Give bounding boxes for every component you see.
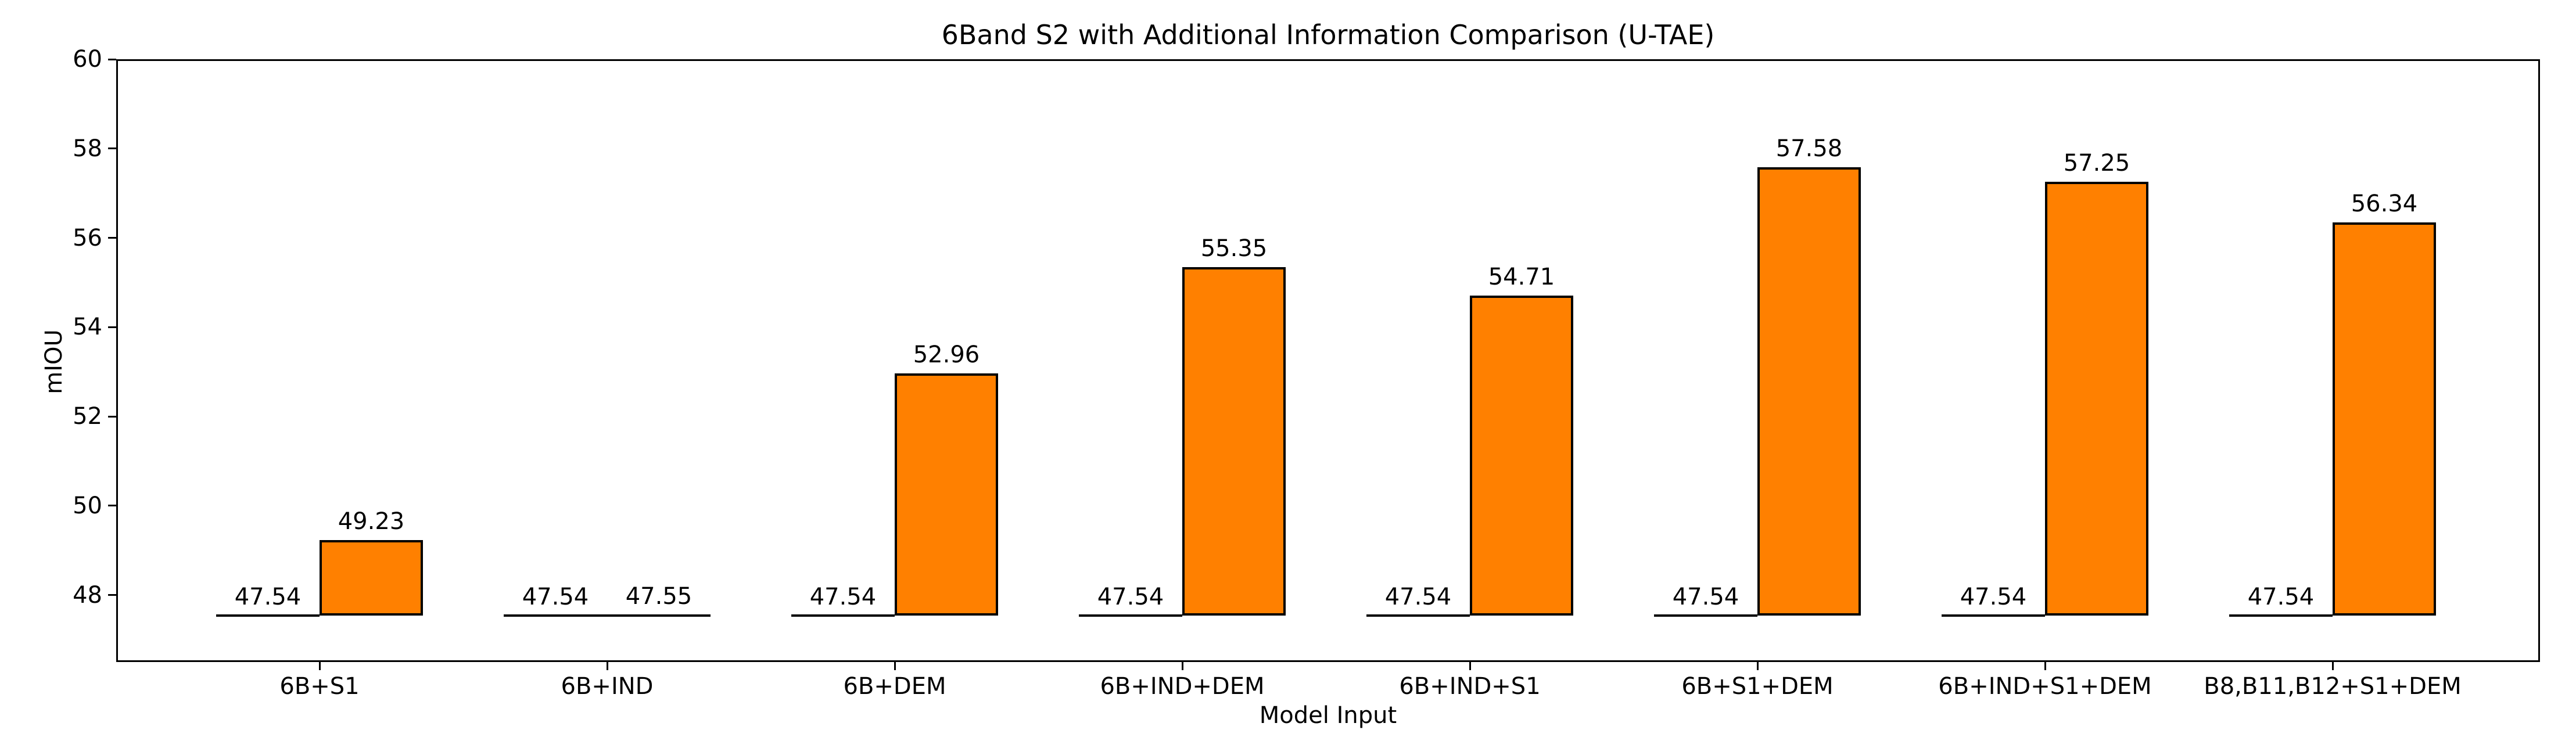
value-bar — [2333, 222, 2436, 616]
value-bar — [607, 614, 711, 617]
y-tick — [108, 237, 116, 239]
baseline-bar — [791, 614, 895, 617]
y-tick — [108, 505, 116, 507]
x-tick-label: 6B+S1 — [279, 673, 360, 700]
baseline-bar — [1654, 614, 1757, 617]
x-tick-label: 6B+IND — [561, 673, 654, 700]
baseline-bar — [504, 614, 607, 617]
baseline-bar — [2229, 614, 2333, 617]
bar-value-label: 47.55 — [625, 583, 693, 610]
x-tick — [318, 662, 321, 670]
baseline-bar — [216, 614, 320, 617]
baseline-bar — [1079, 614, 1182, 617]
bar-value-label: 54.71 — [1488, 263, 1555, 290]
y-tick — [108, 594, 116, 596]
y-tick-label: 50 — [73, 492, 102, 519]
y-tick-label: 52 — [73, 403, 102, 430]
bar-value-label: 57.58 — [1775, 135, 1843, 163]
baseline-value-label: 47.54 — [809, 584, 877, 611]
y-tick-label: 54 — [73, 314, 102, 341]
baseline-value-label: 47.54 — [522, 584, 589, 611]
baseline-bar — [1942, 614, 2045, 617]
y-tick — [108, 148, 116, 150]
x-tick-label: 6B+IND+S1+DEM — [1938, 673, 2152, 700]
y-tick-label: 58 — [73, 135, 102, 162]
value-bar — [320, 540, 423, 616]
value-bar — [1470, 295, 1573, 616]
bar-value-label: 52.96 — [913, 341, 980, 369]
value-bar — [1757, 167, 1861, 616]
chart-title: 6Band S2 with Additional Information Com… — [941, 19, 1715, 51]
x-tick-label: 6B+S1+DEM — [1681, 673, 1834, 700]
y-tick-label: 48 — [73, 581, 102, 609]
y-tick-label: 60 — [73, 46, 102, 73]
baseline-value-label: 47.54 — [1097, 584, 1164, 611]
x-tick-label: 6B+IND+S1 — [1399, 673, 1541, 700]
baseline-value-label: 47.54 — [2247, 584, 2315, 611]
x-tick-label: B8,B11,B12+S1+DEM — [2204, 673, 2462, 700]
x-tick — [1756, 662, 1759, 670]
y-tick — [108, 415, 116, 418]
baseline-value-label: 47.54 — [1960, 584, 2027, 611]
baseline-value-label: 47.54 — [1672, 584, 1739, 611]
value-bar — [1182, 267, 1286, 616]
baseline-value-label: 47.54 — [234, 584, 302, 611]
x-tick — [894, 662, 896, 670]
x-tick — [1181, 662, 1183, 670]
bar-value-label: 49.23 — [338, 508, 405, 535]
x-axis-label: Model Input — [1259, 702, 1397, 729]
y-tick-label: 56 — [73, 224, 102, 251]
baseline-value-label: 47.54 — [1384, 584, 1452, 611]
x-tick-label: 6B+IND+DEM — [1100, 673, 1265, 700]
x-tick — [606, 662, 608, 670]
value-bar — [2045, 182, 2148, 616]
value-bar — [895, 373, 998, 616]
x-tick — [1469, 662, 1471, 670]
bar-value-label: 55.35 — [1200, 235, 1268, 262]
y-tick — [108, 326, 116, 328]
baseline-bar — [1366, 614, 1470, 617]
x-tick — [2331, 662, 2334, 670]
bar-value-label: 57.25 — [2063, 150, 2130, 177]
bar-value-label: 56.34 — [2351, 190, 2418, 218]
x-tick — [2044, 662, 2046, 670]
plot-area — [116, 59, 2540, 662]
y-tick — [108, 58, 116, 60]
x-tick-label: 6B+DEM — [843, 673, 946, 700]
